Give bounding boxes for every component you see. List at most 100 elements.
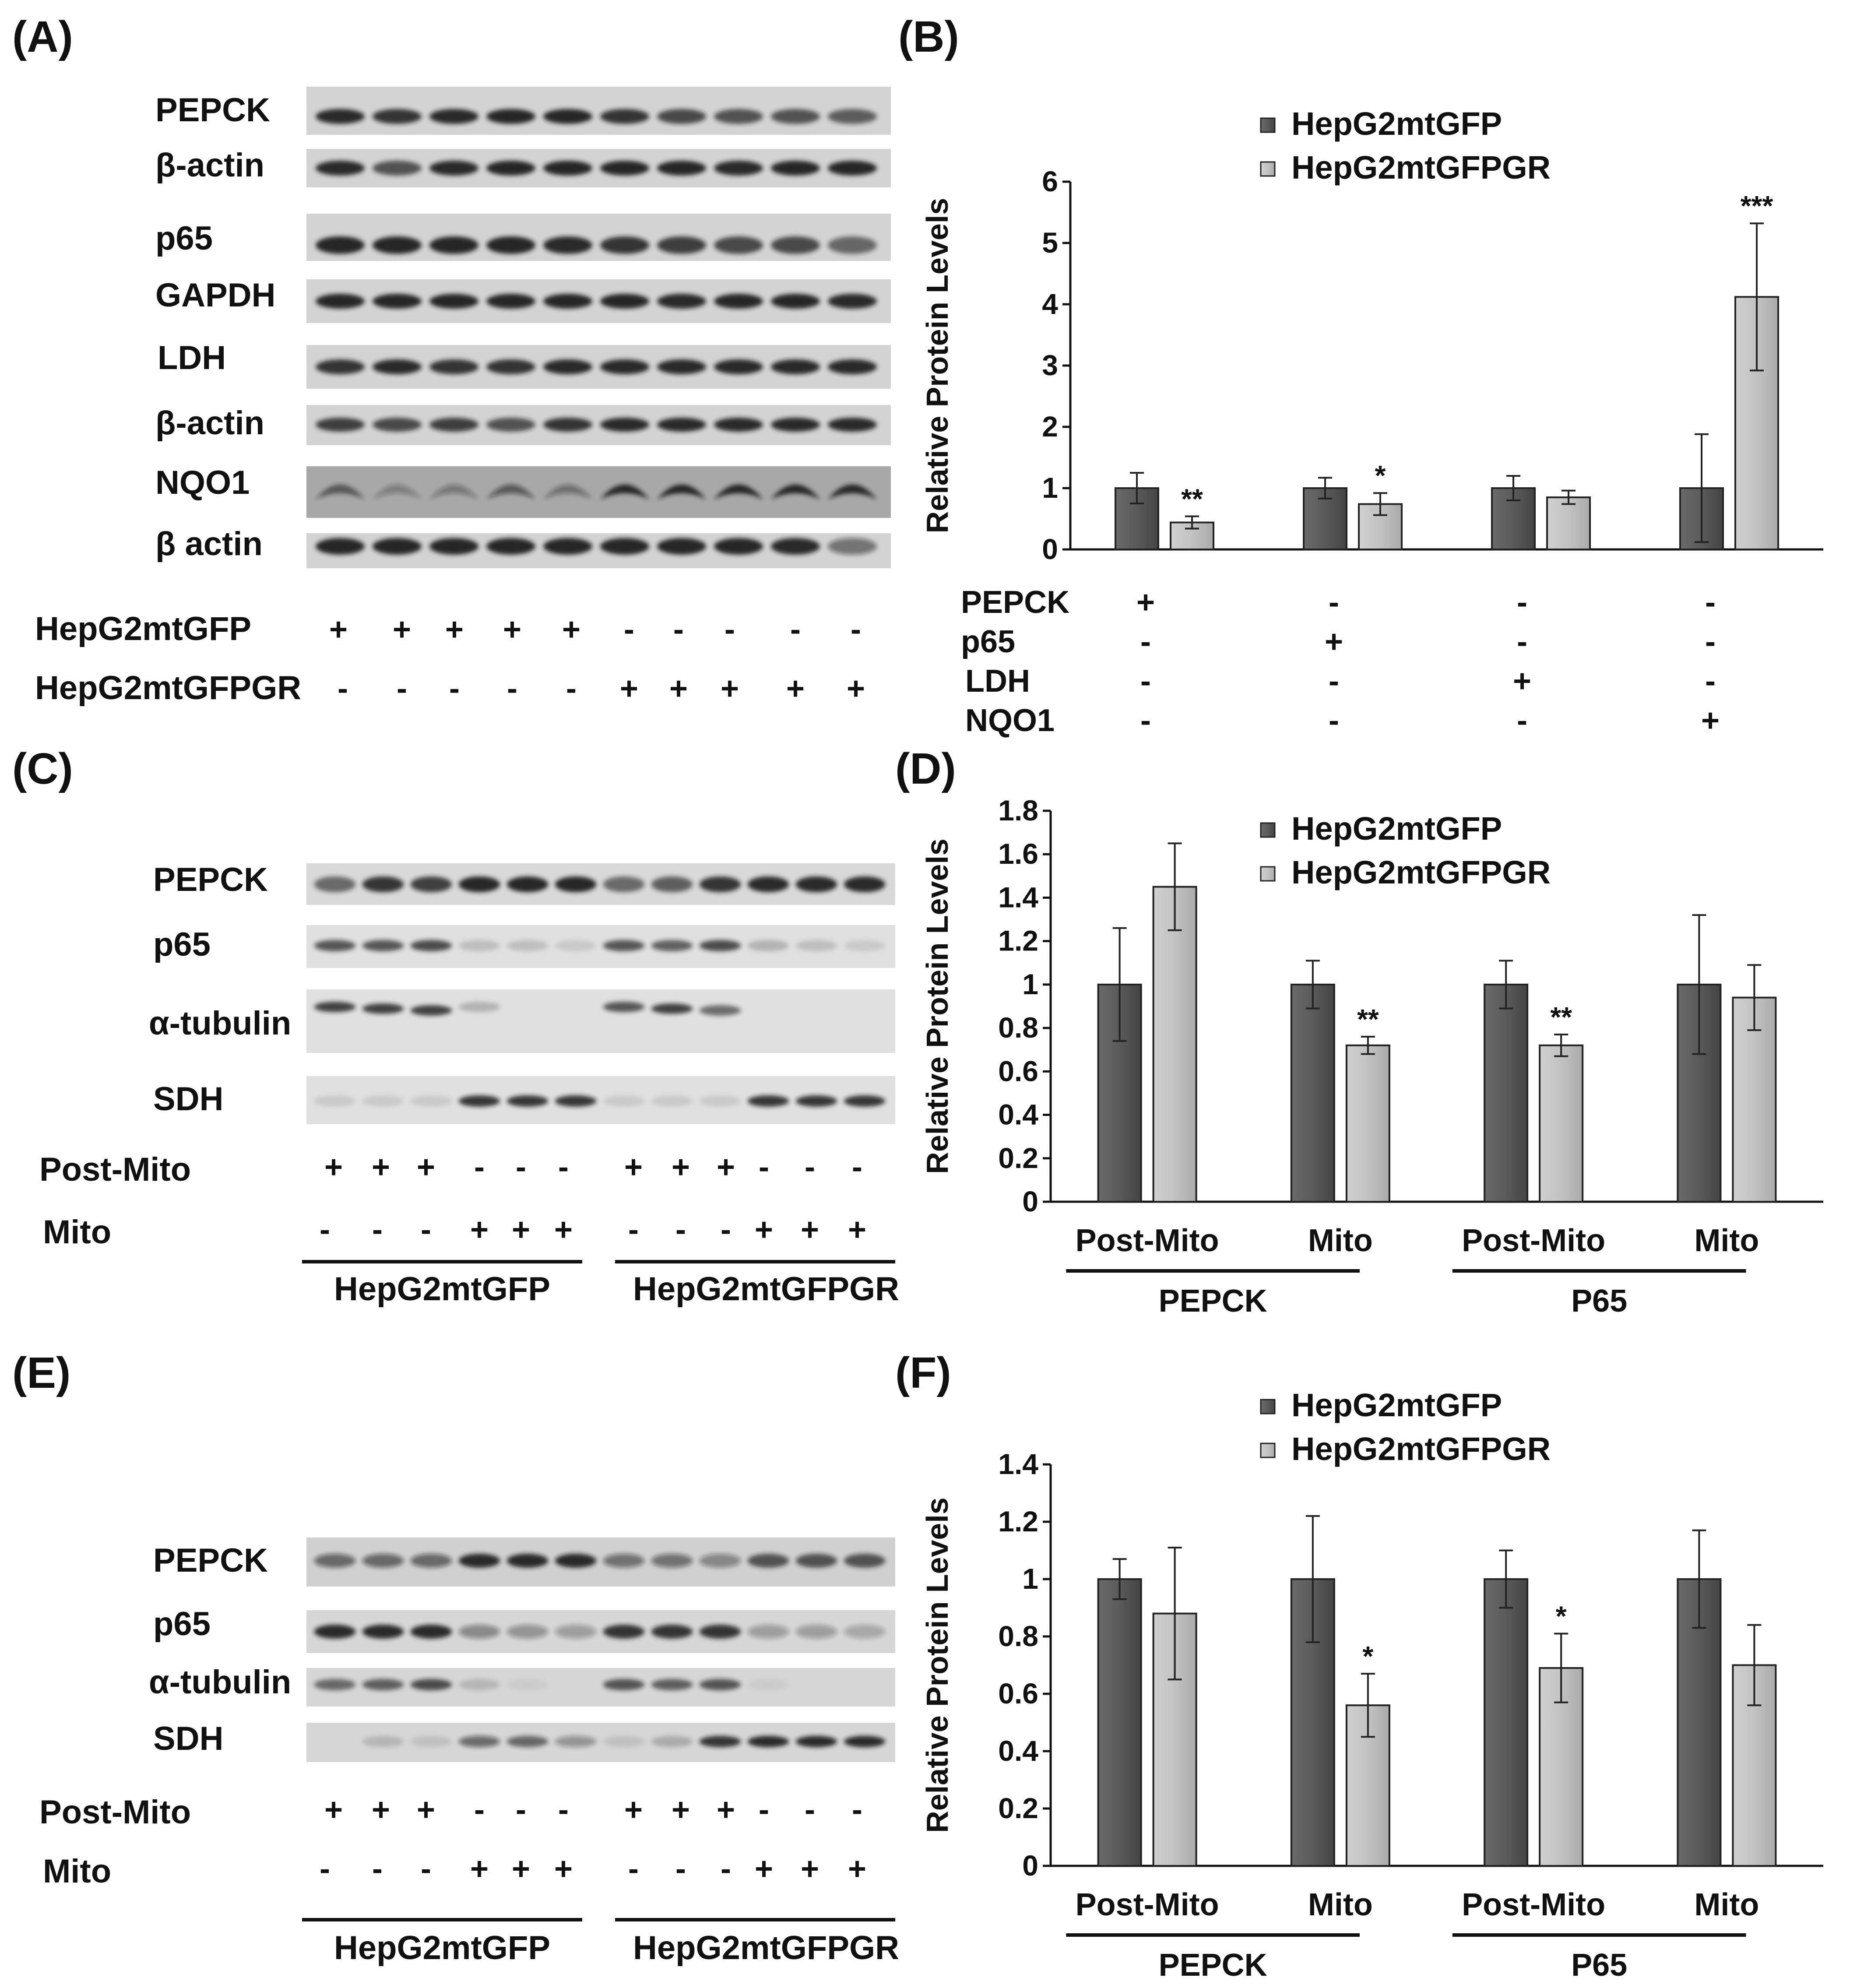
blot-band [603, 1095, 645, 1107]
blot-band [828, 109, 877, 124]
blot-panel-c: PEPCK p65 α-tubulin SDH Post-Mito + + + - - -… [39, 861, 899, 1308]
blot-row-ldh: LDH [158, 339, 891, 389]
y-tick-label: 0.6 [998, 1677, 1038, 1710]
blot-label: β-actin [155, 405, 264, 442]
blot-band [362, 1095, 404, 1107]
blot-band [651, 940, 693, 951]
y-tick-label: 0.8 [998, 1011, 1038, 1044]
condition-sign: + [786, 671, 805, 706]
blot-band [828, 294, 877, 309]
blot-band [316, 359, 365, 374]
blot-band [795, 1736, 837, 1747]
table-sign: - [1517, 585, 1527, 620]
y-tick-label: 1.4 [998, 1448, 1038, 1480]
blot-band [603, 1002, 645, 1012]
group-label: HepG2mtGFP [334, 1929, 550, 1967]
table-sign: - [1140, 703, 1151, 738]
blot-band [771, 484, 820, 500]
blot-band [747, 1736, 789, 1747]
blot-band [747, 876, 789, 892]
blot-band [699, 876, 741, 892]
blot-label: SDH [153, 1720, 223, 1757]
blot-band [373, 161, 422, 176]
blot-band [771, 538, 820, 555]
blot-band [699, 940, 741, 951]
condition-table-a: HepG2mtGFP + + + + + - - - - - HepG2mtGFPGR -----… [35, 610, 865, 707]
blot-band [603, 1625, 645, 1639]
blot-band [771, 109, 820, 124]
blot-band [410, 1005, 452, 1016]
condition-sign: - [805, 1792, 815, 1827]
blot-band [543, 484, 592, 500]
condition-sign: + [470, 1212, 489, 1247]
condition-sign: + [554, 1212, 573, 1247]
blot-band [657, 236, 706, 254]
table-row-label: p65 [961, 624, 1015, 659]
y-tick-label: 1 [1022, 1562, 1038, 1595]
legend-label: HepG2mtGFPGR [1291, 854, 1551, 890]
blot-band [699, 1679, 741, 1690]
condition-sign: - [516, 1792, 526, 1827]
legend-swatch [1260, 117, 1276, 133]
condition-sign: + [848, 1212, 866, 1247]
table-sign: - [1329, 585, 1339, 620]
blot-band [486, 236, 535, 254]
y-tick-label: 6 [1042, 165, 1058, 197]
blot-label: α-tubulin [149, 1664, 291, 1701]
condition-sign: - [449, 671, 460, 706]
blot-band [651, 1003, 693, 1014]
bar [1732, 996, 1777, 1203]
blot-band [657, 109, 706, 124]
bar [1097, 1578, 1142, 1867]
blot-band [603, 940, 645, 951]
condition-sign: - [852, 1150, 862, 1185]
significance-marker: * [1556, 1600, 1567, 1632]
blot-panel-e: PEPCK p65 α-tubulin SDH Post-Mito + + + - - -… [39, 1538, 899, 1967]
blot-row-nqo1: NQO1 [155, 464, 891, 518]
table-row-label: PEPCK [961, 585, 1069, 620]
blot-band [486, 161, 535, 176]
blot-band [362, 1679, 404, 1690]
condition-sign: + [847, 671, 865, 706]
blot-row-gapdh: GAPDH [155, 277, 891, 323]
y-tick-label: 0.8 [998, 1620, 1038, 1652]
blot-band [555, 940, 597, 951]
blot-band [410, 1095, 452, 1107]
table-sign: - [1705, 624, 1716, 659]
blot-strip [306, 989, 895, 1053]
blot-band [362, 940, 404, 951]
blot-band [543, 109, 592, 124]
condition-label: Mito [43, 1214, 111, 1251]
condition-sign: + [721, 671, 739, 706]
y-tick-label: 1.4 [998, 881, 1038, 913]
blot-band [543, 538, 592, 555]
blot-band [314, 1095, 356, 1107]
blot-band [486, 484, 535, 500]
bar [1152, 886, 1197, 1203]
y-tick-label: 1.8 [998, 794, 1038, 827]
blot-band [795, 876, 837, 892]
blot-band [714, 418, 763, 432]
legend-label: HepG2mtGFP [1291, 810, 1502, 847]
blot-band [429, 484, 478, 500]
condition-sign: - [721, 1212, 731, 1247]
blot-row-sdh: SDH [153, 1720, 895, 1762]
panel-letter-a: (A) [12, 12, 73, 61]
legend-label: HepG2mtGFP [1291, 1387, 1502, 1423]
condition-sign: + [372, 1792, 390, 1827]
y-tick-label: 5 [1042, 226, 1058, 259]
table-row-label: NQO1 [965, 703, 1055, 738]
blot-band [747, 940, 789, 951]
blot-label: NQO1 [155, 464, 250, 501]
bar [1546, 496, 1591, 550]
blot-band [458, 1679, 500, 1690]
blot-band [747, 1625, 789, 1639]
bar [1290, 983, 1335, 1203]
panel-letter-d: (D) [895, 744, 956, 793]
blot-band [771, 236, 820, 254]
table-sign: + [1325, 624, 1343, 659]
condition-sign: + [755, 1212, 773, 1247]
category-label: Post-Mito [1076, 1223, 1219, 1258]
blot-band [362, 1554, 404, 1568]
y-tick-label: 2 [1042, 410, 1058, 443]
